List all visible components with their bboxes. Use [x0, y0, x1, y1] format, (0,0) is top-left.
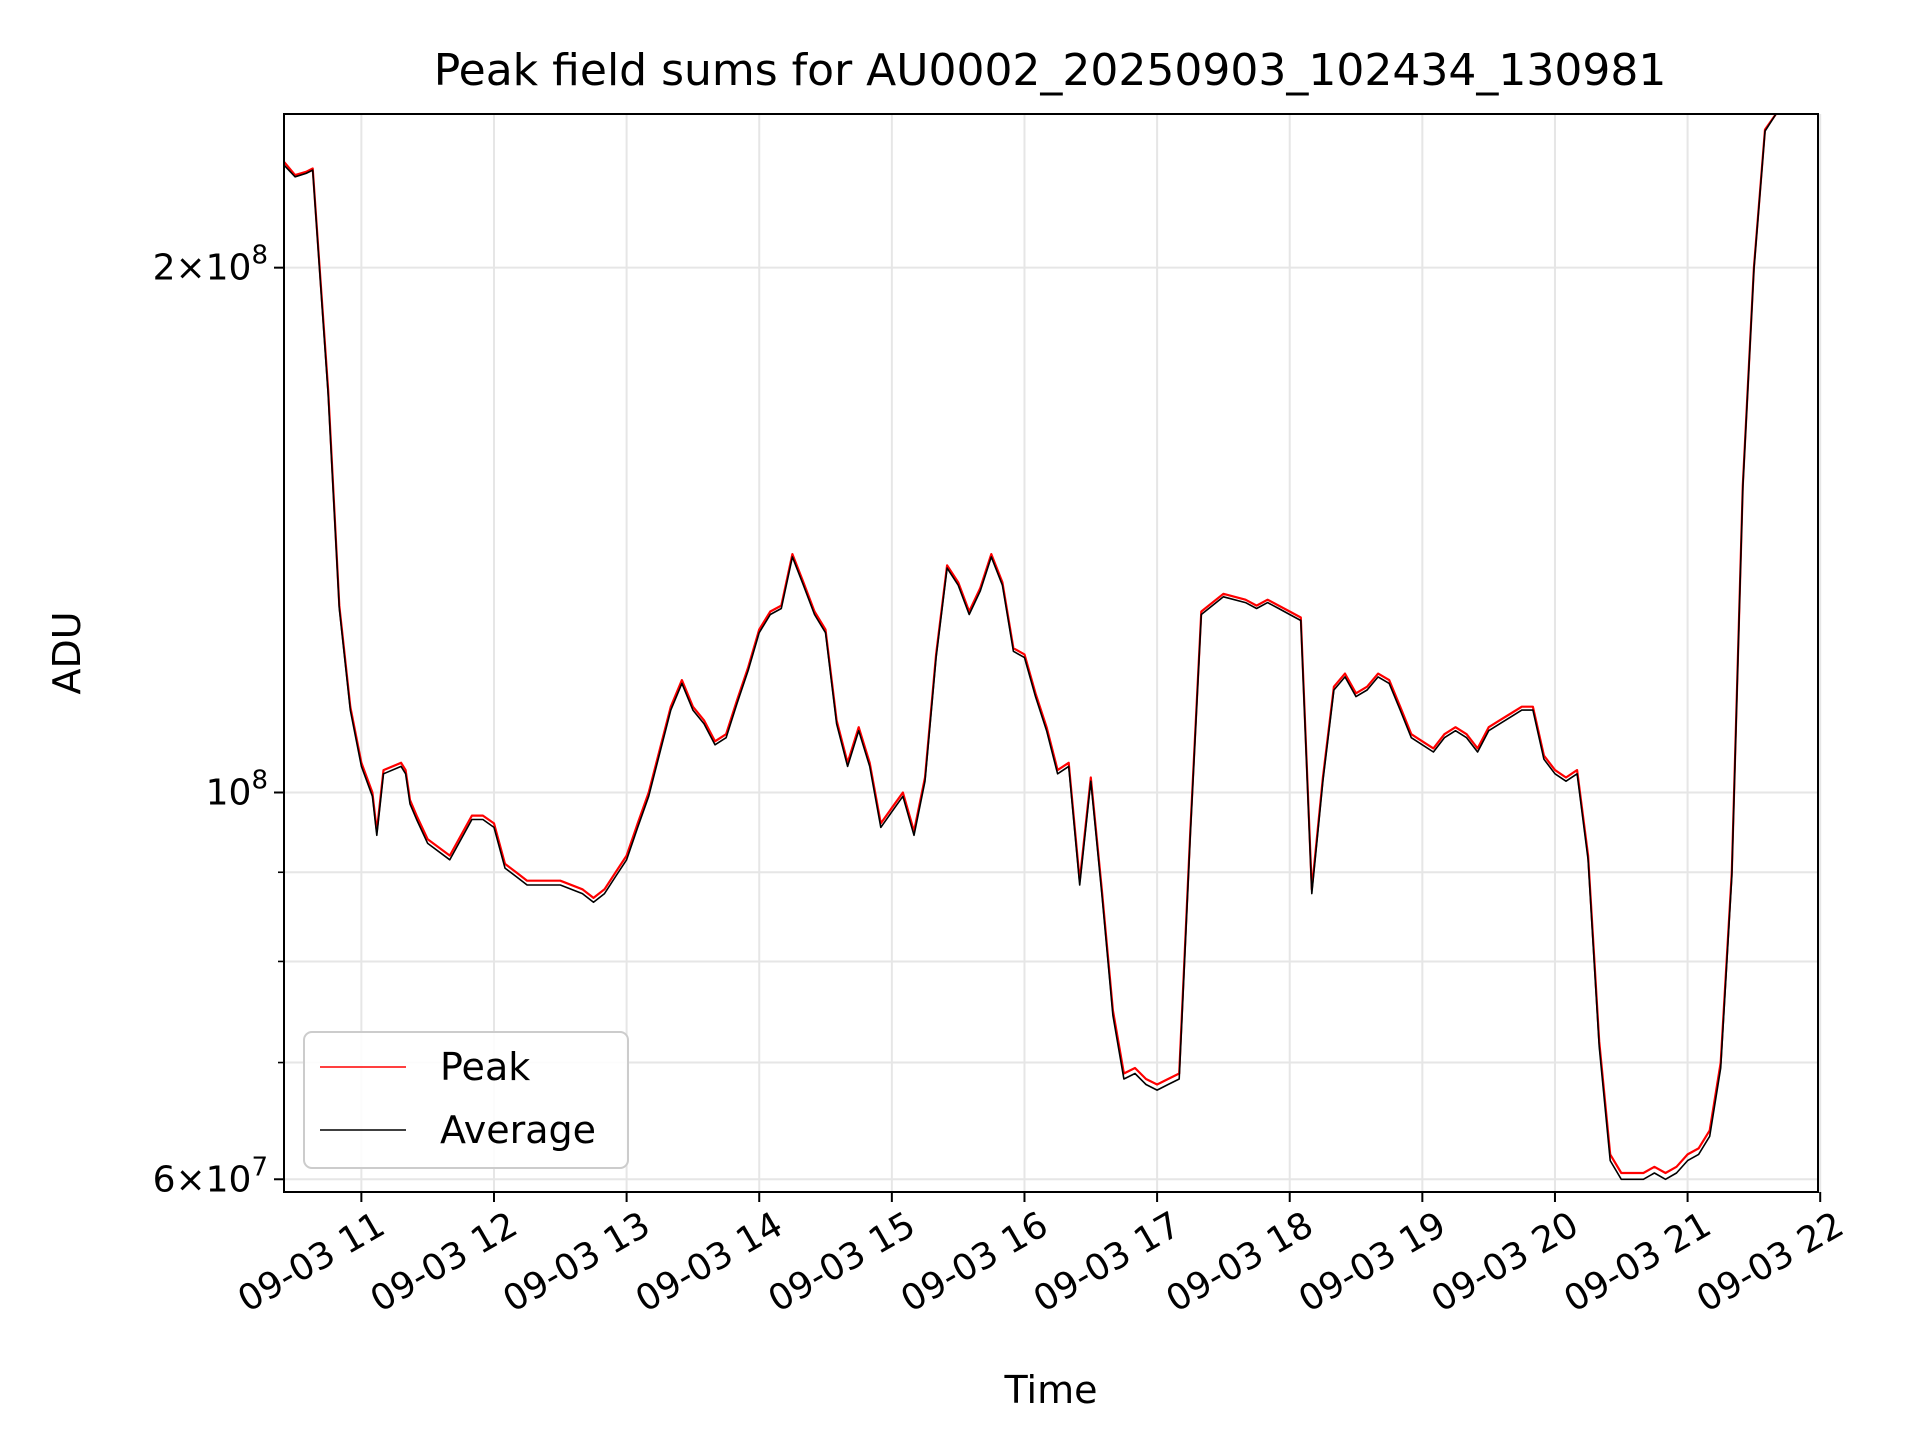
y-tick-label: 6×107	[153, 1152, 268, 1200]
grid	[284, 114, 1822, 1192]
chart-title: Peak field sums for AU0002_20250903_1024…	[434, 45, 1667, 96]
x-axis-label: Time	[1004, 1368, 1098, 1412]
plot-lines	[283, 113, 1777, 1181]
y-tick-label-times: ×	[175, 248, 205, 289]
y-tick-label: 2×108	[153, 241, 268, 289]
legend-box	[303, 1031, 629, 1169]
y-tick-label-exp: 7	[251, 1152, 268, 1182]
y-tick-label-exp: 8	[251, 241, 268, 271]
legend: Peak Average	[303, 1031, 629, 1169]
y-tick-label-base: 10	[206, 772, 252, 813]
y-tick-label-mantissa: 2	[153, 248, 176, 289]
series-line-average	[283, 113, 1777, 1181]
legend-label-average: Average	[440, 1108, 596, 1152]
y-tick-label: 108	[206, 765, 268, 813]
plot-area-frame	[283, 113, 1819, 1193]
y-tick-label-base: 10	[206, 1159, 252, 1200]
y-tick-label-base: 10	[206, 248, 252, 289]
y-tick-label-times: ×	[175, 1159, 205, 1200]
y-axis-label: ADU	[45, 611, 89, 694]
y-tick-label-exp: 8	[251, 765, 268, 795]
legend-label-peak: Peak	[440, 1045, 530, 1089]
y-tick-label-mantissa: 6	[153, 1159, 176, 1200]
